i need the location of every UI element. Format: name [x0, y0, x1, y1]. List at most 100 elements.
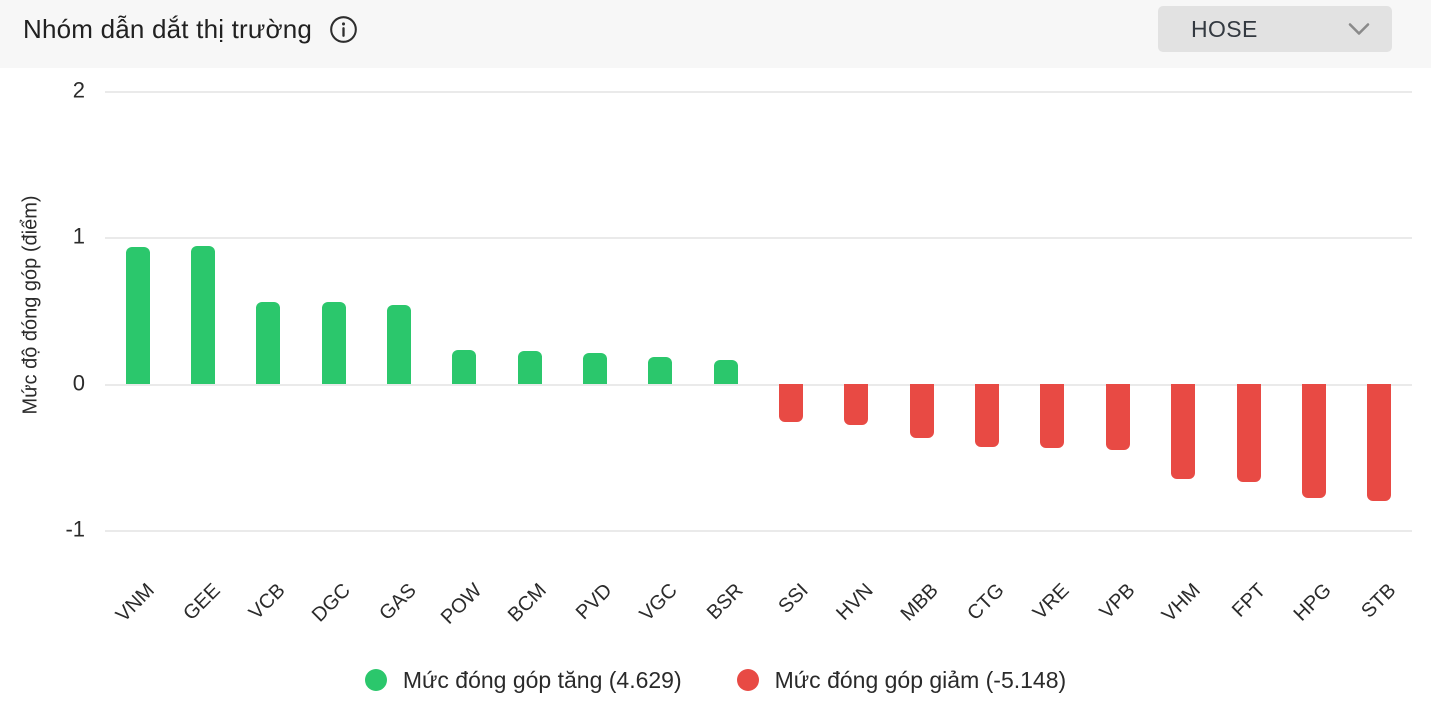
exchange-dropdown[interactable]: HOSE	[1158, 6, 1392, 52]
x-slot-dgc: DGC	[301, 555, 366, 654]
bar-slot-vcb	[236, 70, 301, 545]
x-label-vhm: VHM	[1157, 579, 1205, 627]
bar-vpb[interactable]	[1105, 383, 1130, 450]
x-label-vcb: VCB	[245, 579, 290, 625]
bar-pow[interactable]	[452, 350, 477, 384]
bar-mbb[interactable]	[909, 383, 934, 438]
bar-gas[interactable]	[387, 304, 412, 384]
x-label-dgc: DGC	[308, 579, 356, 627]
bar-dgc[interactable]	[321, 301, 346, 384]
gridline-0	[105, 383, 1412, 386]
x-slot-vre: VRE	[1020, 555, 1085, 654]
bar-bsr[interactable]	[713, 360, 738, 384]
x-label-hvn: HVN	[832, 579, 878, 625]
bar-vre[interactable]	[1040, 383, 1065, 449]
x-label-vre: VRE	[1029, 579, 1074, 625]
bar-slot-bcm	[497, 70, 562, 545]
legend-dot-positive-icon	[364, 669, 387, 691]
bar-vcb[interactable]	[256, 301, 281, 384]
x-slot-hpg: HPG	[1281, 555, 1346, 654]
bar-bcm[interactable]	[517, 351, 542, 384]
bar-hpg[interactable]	[1301, 383, 1326, 499]
bar-fpt[interactable]	[1236, 383, 1261, 482]
legend-item-negative[interactable]: Mức đóng góp giảm (-5.148)	[736, 666, 1067, 694]
bar-slot-vpb	[1085, 70, 1150, 545]
legend: Mức đóng góp tăng (4.629) Mức đóng góp g…	[0, 654, 1431, 706]
x-label-ssi: SSI	[774, 579, 813, 618]
gridline--1	[105, 530, 1412, 533]
bar-ctg[interactable]	[975, 383, 1000, 447]
x-slot-ssi: SSI	[758, 555, 823, 654]
title-wrap: Nhóm dẫn dắt thị trường	[23, 0, 358, 58]
bar-hvn[interactable]	[844, 383, 869, 425]
y-tick-label-1: 1	[72, 223, 85, 249]
x-slot-vcb: VCB	[236, 555, 301, 654]
x-label-gee: GEE	[179, 579, 225, 625]
y-tick-label-0: 0	[72, 370, 85, 396]
bar-slot-vhm	[1151, 70, 1216, 545]
x-label-mbb: MBB	[897, 579, 944, 626]
x-slot-gee: GEE	[170, 555, 235, 654]
x-slot-bsr: BSR	[693, 555, 758, 654]
x-label-bcm: BCM	[504, 579, 552, 627]
legend-dot-negative-icon	[736, 669, 759, 691]
x-label-ctg: CTG	[963, 579, 1009, 625]
bar-vnm[interactable]	[125, 247, 150, 384]
x-label-fpt: FPT	[1227, 579, 1270, 622]
bar-slot-pow	[432, 70, 497, 545]
x-slot-gas: GAS	[366, 555, 431, 654]
x-label-vgc: VGC	[635, 579, 682, 626]
x-label-vnm: VNM	[112, 579, 160, 627]
x-slot-pow: POW	[432, 555, 497, 654]
legend-label-negative: Mức đóng góp giảm (-5.148)	[774, 666, 1067, 693]
bar-slot-mbb	[889, 70, 954, 545]
bar-slot-fpt	[1216, 70, 1281, 545]
x-axis-labels: VNM GEE VCB DGC GAS POW BCM PVD VGC BSR SSI HVN MBB C…	[105, 555, 1412, 654]
bar-slot-gas	[366, 70, 431, 545]
x-slot-fpt: FPT	[1216, 555, 1281, 654]
bar-slot-vre	[1020, 70, 1085, 545]
bar-slot-hvn	[824, 70, 889, 545]
bar-vhm[interactable]	[1171, 383, 1196, 480]
bar-slot-stb	[1347, 70, 1412, 545]
x-label-pow: POW	[436, 579, 486, 629]
info-icon[interactable]	[329, 15, 358, 44]
bar-slot-vgc	[628, 70, 693, 545]
x-label-pvd: PVD	[571, 579, 617, 625]
x-slot-pvd: PVD	[562, 555, 627, 654]
plot-area	[105, 70, 1412, 545]
page-title: Nhóm dẫn dắt thị trường	[23, 13, 313, 44]
bar-slot-dgc	[301, 70, 366, 545]
bar-slot-ssi	[758, 70, 823, 545]
panel-header: Nhóm dẫn dắt thị trường HOSE	[0, 0, 1431, 68]
bar-ssi[interactable]	[779, 383, 804, 422]
bar-slot-vnm	[105, 70, 170, 545]
contribution-chart: Mức độ đóng góp (điểm) 2 1 0 -1 VNM GEE VCB DG…	[0, 68, 1431, 654]
x-slot-mbb: MBB	[889, 555, 954, 654]
chevron-down-icon	[1348, 22, 1370, 36]
bar-slot-gee	[170, 70, 235, 545]
x-label-stb: STB	[1357, 579, 1401, 623]
gridline-2	[105, 90, 1412, 93]
legend-item-positive[interactable]: Mức đóng góp tăng (4.629)	[364, 666, 682, 694]
y-axis-ticks: 2 1 0 -1	[0, 70, 85, 545]
x-slot-bcm: BCM	[497, 555, 562, 654]
y-tick-label--1: -1	[65, 516, 85, 542]
bar-slots	[105, 70, 1412, 545]
bar-slot-hpg	[1281, 70, 1346, 545]
bar-pvd[interactable]	[583, 352, 608, 384]
x-slot-vnm: VNM	[105, 555, 170, 654]
legend-label-positive: Mức đóng góp tăng (4.629)	[402, 666, 682, 693]
x-slot-hvn: HVN	[824, 555, 889, 654]
x-label-bsr: BSR	[702, 579, 748, 625]
bar-gee[interactable]	[191, 245, 216, 384]
x-slot-vgc: VGC	[628, 555, 693, 654]
bar-stb[interactable]	[1367, 383, 1392, 502]
bar-vgc[interactable]	[648, 357, 673, 384]
x-slot-vhm: VHM	[1151, 555, 1216, 654]
bar-slot-bsr	[693, 70, 758, 545]
x-slot-stb: STB	[1347, 555, 1412, 654]
x-label-gas: GAS	[375, 579, 421, 625]
bar-slot-pvd	[562, 70, 627, 545]
